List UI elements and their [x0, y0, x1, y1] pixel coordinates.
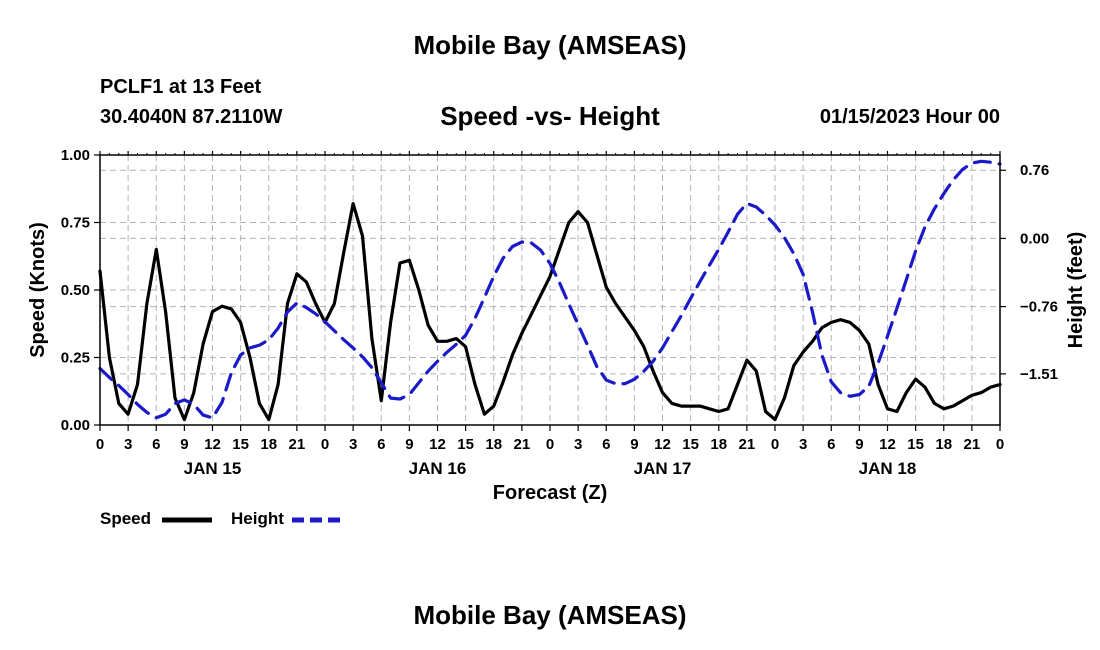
- x-tick-label: 9: [630, 436, 638, 453]
- x-tick-label: 18: [485, 436, 502, 453]
- x-tick-label: 18: [710, 436, 727, 453]
- day-label: JAN 15: [184, 459, 242, 478]
- x-tick-label: 3: [124, 436, 132, 453]
- series-height-line: [98, 159, 1002, 420]
- footer-title: Mobile Bay (AMSEAS): [413, 600, 687, 630]
- y-right-tick-label: 0.00: [1020, 230, 1049, 247]
- x-tick-label: 12: [879, 436, 896, 453]
- x-tick-label: 21: [289, 436, 306, 453]
- x-tick-label: 6: [602, 436, 610, 453]
- legend-height-label: Height: [231, 509, 284, 528]
- y-right-tick-label: −0.76: [1020, 299, 1058, 316]
- x-tick-label: 0: [546, 436, 554, 453]
- x-tick-label: 21: [964, 436, 981, 453]
- x-tick-label: 18: [260, 436, 277, 453]
- y-tick-label: 0.25: [61, 350, 90, 367]
- x-tick-label: 6: [152, 436, 160, 453]
- y-tick-label: 0.00: [61, 417, 90, 434]
- x-tick-label: 15: [682, 436, 699, 453]
- y-tick-label: 0.50: [61, 282, 90, 299]
- forecast-datetime: 01/15/2023 Hour 00: [819, 106, 1000, 128]
- x-tick-label: 15: [457, 436, 474, 453]
- chart-title: Speed -vs- Height: [440, 101, 660, 131]
- day-label: JAN 16: [409, 459, 467, 478]
- x-tick-label: 9: [405, 436, 413, 453]
- x-tick-label: 15: [907, 436, 924, 453]
- x-tick-label: 0: [996, 436, 1004, 453]
- x-tick-label: 3: [349, 436, 357, 453]
- x-tick-label: 6: [827, 436, 835, 453]
- x-tick-label: 12: [429, 436, 446, 453]
- day-label: JAN 18: [859, 459, 917, 478]
- station-label: PCLF1 at 13 Feet: [100, 76, 262, 98]
- x-tick-label: 12: [654, 436, 671, 453]
- x-tick-label: 3: [574, 436, 582, 453]
- chart-axis-labels: 0 3 6 9 12 15 18 21 0 3 6 9 12 15 18 21 0 3 6 9 12 15 18 21 0 3 6 9…: [27, 147, 1087, 478]
- x-tick-label: 18: [935, 436, 952, 453]
- station-coordinates: 30.4040N 87.2110W: [100, 106, 283, 128]
- x-axis-label: Forecast (Z): [492, 482, 608, 504]
- x-tick-label: 15: [232, 436, 249, 453]
- x-tick-label: 3: [799, 436, 807, 453]
- x-tick-label: 21: [514, 436, 531, 453]
- x-tick-label: 0: [771, 436, 779, 453]
- y-tick-label: 1.00: [61, 147, 90, 164]
- chart-grid: [100, 155, 1000, 425]
- legend-speed-label: Speed: [100, 509, 152, 528]
- page-title: Mobile Bay (AMSEAS): [413, 30, 687, 60]
- y-right-axis-label: Height (feet): [1065, 232, 1087, 349]
- chart-ticks: [94, 151, 1006, 431]
- x-tick-label: 9: [180, 436, 188, 453]
- y-right-tick-label: 0.76: [1020, 162, 1049, 179]
- x-tick-label: 0: [96, 436, 104, 453]
- day-label: JAN 17: [634, 459, 692, 478]
- x-tick-label: 0: [321, 436, 329, 453]
- series-speed-line: [98, 202, 1002, 422]
- x-tick-label: 9: [855, 436, 863, 453]
- x-tick-label: 6: [377, 436, 385, 453]
- y-right-tick-label: −1.51: [1020, 366, 1058, 383]
- y-tick-label: 0.75: [61, 215, 90, 232]
- x-tick-label: 21: [739, 436, 756, 453]
- chart-series: [98, 159, 1002, 422]
- x-tick-label: 12: [204, 436, 221, 453]
- y-axis-label: Speed (Knots): [27, 222, 49, 358]
